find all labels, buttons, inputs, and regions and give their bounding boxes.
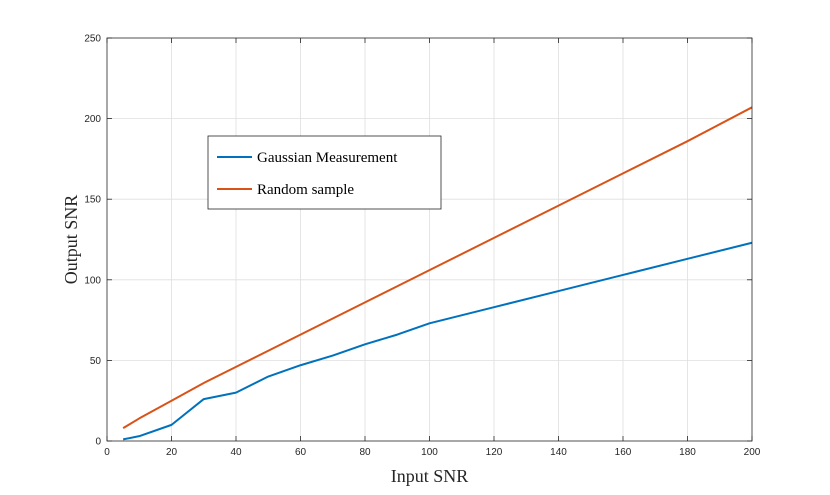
series-lines <box>122 106 753 441</box>
y-tick-label: 100 <box>84 275 101 286</box>
legend-label-gaussian: Gaussian Measurement <box>257 150 398 166</box>
legend-label-random: Random sample <box>257 182 354 198</box>
axis-ticks: 0 20 40 60 80 100 120 140 160 180 200 0 50 100 150 200 2… <box>84 34 760 459</box>
series-line-gaussian-measurement <box>122 241 753 441</box>
x-tick-label: 100 <box>421 447 438 458</box>
x-tick-label: 140 <box>550 447 567 458</box>
x-tick-label: 200 <box>744 447 761 458</box>
x-tick-label: 0 <box>104 447 110 458</box>
x-tick-label: 20 <box>166 447 178 458</box>
y-axis-title: Output SNR <box>61 195 81 285</box>
x-tick-label: 40 <box>230 447 242 458</box>
x-tick-label: 180 <box>679 447 696 458</box>
y-tick-label: 150 <box>84 195 101 206</box>
legend: Gaussian Measurement Random sample <box>207 135 442 210</box>
grid <box>107 38 752 441</box>
y-tick-label: 200 <box>84 114 101 125</box>
legend-box <box>207 135 442 210</box>
x-tick-label: 120 <box>486 447 503 458</box>
y-tick-label: 250 <box>84 34 101 45</box>
x-axis-title: Input SNR <box>391 466 469 486</box>
series-line-random-sample <box>122 106 753 429</box>
x-tick-label: 60 <box>295 447 307 458</box>
x-tick-label: 160 <box>615 447 632 458</box>
y-tick-label: 50 <box>90 356 102 367</box>
y-tick-label: 0 <box>95 437 101 448</box>
x-tick-label: 80 <box>359 447 371 458</box>
